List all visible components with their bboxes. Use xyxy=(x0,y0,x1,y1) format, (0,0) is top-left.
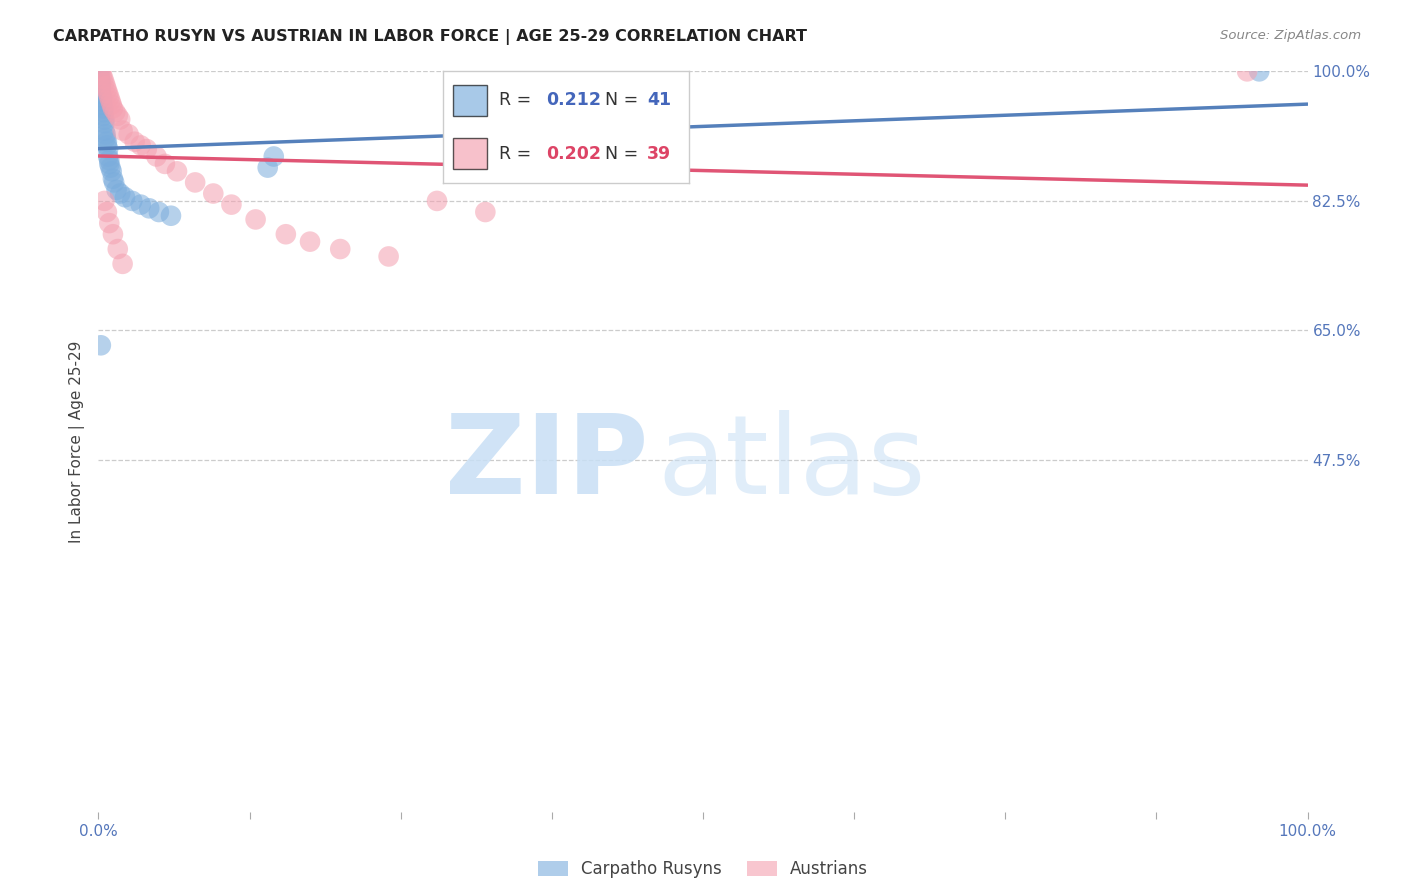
Carpatho Rusyns xyxy=(98,153,121,168)
Carpatho Rusyns xyxy=(263,149,285,163)
Carpatho Rusyns xyxy=(1249,64,1271,78)
FancyBboxPatch shape xyxy=(453,85,486,116)
Carpatho Rusyns xyxy=(91,105,114,120)
Carpatho Rusyns xyxy=(105,183,128,197)
Text: 0.212: 0.212 xyxy=(546,91,602,109)
Austrians xyxy=(1236,64,1258,78)
Carpatho Rusyns xyxy=(90,79,112,94)
Austrians xyxy=(108,112,131,127)
Carpatho Rusyns xyxy=(94,131,117,145)
Carpatho Rusyns xyxy=(90,87,112,101)
Austrians xyxy=(474,205,496,219)
Austrians xyxy=(202,186,225,201)
Austrians xyxy=(107,109,129,123)
Austrians xyxy=(221,197,243,211)
Austrians xyxy=(93,194,115,208)
Text: ZIP: ZIP xyxy=(446,410,648,517)
Carpatho Rusyns xyxy=(103,175,125,190)
Austrians xyxy=(245,212,267,227)
Austrians xyxy=(329,242,352,256)
Austrians xyxy=(299,235,322,249)
Carpatho Rusyns xyxy=(121,194,143,208)
Austrians xyxy=(184,175,207,190)
Carpatho Rusyns xyxy=(100,161,122,175)
Austrians xyxy=(93,75,115,89)
Text: N =: N = xyxy=(605,145,644,163)
Austrians xyxy=(104,105,127,120)
Carpatho Rusyns xyxy=(96,135,118,149)
Legend: Carpatho Rusyns, Austrians: Carpatho Rusyns, Austrians xyxy=(531,854,875,885)
Carpatho Rusyns xyxy=(89,68,111,82)
Carpatho Rusyns xyxy=(108,186,131,201)
Text: CARPATHO RUSYN VS AUSTRIAN IN LABOR FORCE | AGE 25-29 CORRELATION CHART: CARPATHO RUSYN VS AUSTRIAN IN LABOR FORC… xyxy=(53,29,807,45)
Carpatho Rusyns xyxy=(256,161,278,175)
Text: R =: R = xyxy=(499,145,537,163)
Carpatho Rusyns xyxy=(91,109,114,123)
Text: 41: 41 xyxy=(647,91,671,109)
Carpatho Rusyns xyxy=(97,142,120,156)
Austrians xyxy=(124,135,146,149)
Austrians xyxy=(107,242,129,256)
Carpatho Rusyns xyxy=(138,202,160,216)
Austrians xyxy=(153,157,176,171)
Carpatho Rusyns xyxy=(91,102,114,116)
Austrians xyxy=(274,227,297,242)
Text: Source: ZipAtlas.com: Source: ZipAtlas.com xyxy=(1220,29,1361,42)
Text: 0.202: 0.202 xyxy=(546,145,602,163)
Text: N =: N = xyxy=(605,91,644,109)
Carpatho Rusyns xyxy=(98,157,121,171)
Austrians xyxy=(96,205,118,219)
Carpatho Rusyns xyxy=(91,90,114,104)
Carpatho Rusyns xyxy=(97,149,120,163)
Carpatho Rusyns xyxy=(148,205,170,219)
Carpatho Rusyns xyxy=(90,338,112,352)
Austrians xyxy=(166,164,188,178)
Carpatho Rusyns xyxy=(90,83,112,97)
Austrians xyxy=(135,142,157,156)
Austrians xyxy=(101,227,124,242)
Carpatho Rusyns xyxy=(553,154,575,169)
Carpatho Rusyns xyxy=(93,112,115,127)
Austrians xyxy=(98,90,121,104)
Carpatho Rusyns xyxy=(91,94,114,108)
Carpatho Rusyns xyxy=(89,64,111,78)
Carpatho Rusyns xyxy=(100,164,122,178)
Austrians xyxy=(100,94,122,108)
Austrians xyxy=(100,97,122,112)
Austrians xyxy=(145,149,167,163)
Carpatho Rusyns xyxy=(93,123,115,137)
Carpatho Rusyns xyxy=(114,190,136,204)
Carpatho Rusyns xyxy=(90,75,112,89)
Austrians xyxy=(91,71,114,86)
Austrians xyxy=(377,250,399,264)
Austrians xyxy=(101,102,124,116)
Carpatho Rusyns xyxy=(101,171,124,186)
Y-axis label: In Labor Force | Age 25-29: In Labor Force | Age 25-29 xyxy=(69,341,84,542)
Austrians xyxy=(90,64,112,78)
Carpatho Rusyns xyxy=(91,97,114,112)
Carpatho Rusyns xyxy=(89,71,111,86)
Austrians xyxy=(111,123,134,137)
Austrians xyxy=(129,138,152,153)
Austrians xyxy=(111,257,134,271)
Carpatho Rusyns xyxy=(129,197,152,211)
Carpatho Rusyns xyxy=(160,209,183,223)
Carpatho Rusyns xyxy=(96,138,118,153)
Austrians xyxy=(98,216,121,230)
FancyBboxPatch shape xyxy=(453,138,486,169)
Austrians xyxy=(91,68,114,82)
Austrians xyxy=(118,128,141,142)
Text: atlas: atlas xyxy=(657,410,925,517)
Austrians xyxy=(96,83,118,97)
Text: R =: R = xyxy=(499,91,537,109)
Austrians xyxy=(97,87,120,101)
Carpatho Rusyns xyxy=(94,128,117,142)
Carpatho Rusyns xyxy=(93,116,115,130)
Text: 39: 39 xyxy=(647,145,671,163)
Austrians xyxy=(94,79,117,94)
Austrians xyxy=(426,194,449,208)
